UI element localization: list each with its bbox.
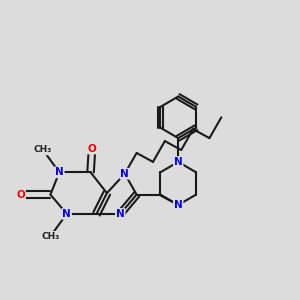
Text: O: O [16,190,25,200]
Text: N: N [116,209,125,219]
Text: O: O [88,143,96,154]
Text: N: N [120,169,129,179]
Text: CH₃: CH₃ [41,232,60,241]
Text: N: N [55,167,64,177]
Text: N: N [62,209,71,219]
Text: N: N [174,157,183,167]
Text: N: N [174,200,183,210]
Text: CH₃: CH₃ [34,146,52,154]
